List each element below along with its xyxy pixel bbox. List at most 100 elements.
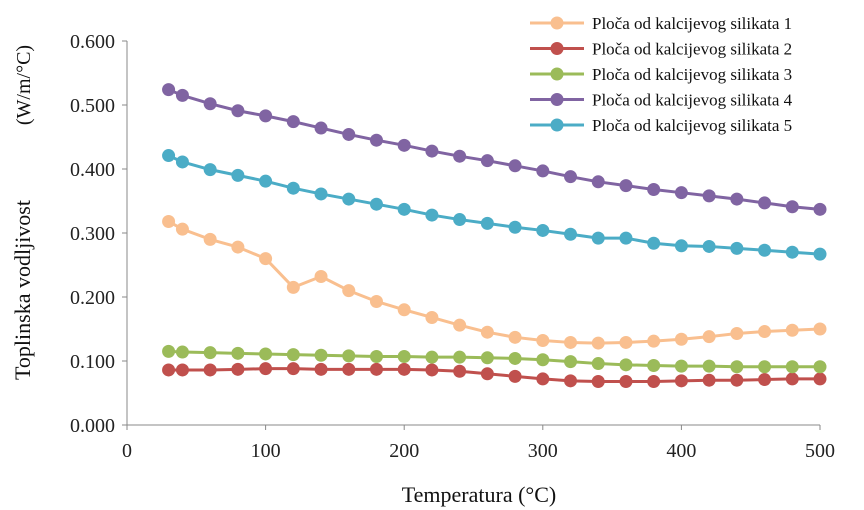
series-5 [162, 149, 827, 261]
y-tick-label: 0.000 [70, 415, 115, 437]
data-point [619, 231, 633, 245]
data-point [591, 336, 605, 350]
y-axis-title: Toplinska vodljivost [10, 200, 35, 380]
data-point [758, 373, 772, 387]
data-point [813, 360, 827, 374]
data-point [425, 310, 439, 324]
data-point [231, 240, 245, 254]
data-point [785, 372, 799, 386]
series-line [167, 154, 821, 256]
data-point [730, 373, 744, 387]
legend-swatch-marker [550, 67, 564, 81]
data-point [647, 182, 661, 196]
data-point [508, 330, 522, 344]
data-point [674, 332, 688, 346]
data-point [813, 372, 827, 386]
data-point [453, 213, 467, 227]
data-point [785, 245, 799, 259]
data-point [286, 181, 300, 195]
data-point [453, 364, 467, 378]
x-ticks: 0 100 200 300 400 500 [122, 425, 835, 462]
data-point [314, 270, 328, 284]
data-point [702, 373, 716, 387]
data-point [342, 284, 356, 298]
data-point [369, 197, 383, 211]
data-point [397, 350, 411, 364]
legend-item: Ploča od kalcijevog silikata 4 [530, 91, 793, 110]
data-point [259, 174, 273, 188]
data-point [813, 322, 827, 336]
y-tick-label: 0.100 [70, 351, 115, 373]
y-tick-label: 0.300 [70, 223, 115, 245]
legend-swatch-marker [550, 42, 564, 55]
data-point [647, 334, 661, 348]
data-point [397, 362, 411, 376]
data-point [286, 348, 300, 362]
data-point [536, 372, 550, 386]
data-point [175, 88, 189, 102]
data-point [591, 357, 605, 371]
series-line [167, 220, 821, 345]
data-point [702, 359, 716, 373]
data-point [231, 362, 245, 376]
y-tick-label: 0.400 [70, 159, 115, 181]
data-point [480, 154, 494, 168]
data-point [647, 236, 661, 250]
data-point [203, 346, 217, 360]
data-point [674, 239, 688, 253]
data-point [619, 179, 633, 193]
data-point [564, 374, 578, 388]
data-point [231, 346, 245, 360]
data-point [369, 133, 383, 147]
data-point [591, 374, 605, 388]
data-point [314, 187, 328, 201]
data-point [314, 362, 328, 376]
data-point [259, 109, 273, 123]
data-point [647, 358, 661, 372]
data-point [785, 200, 799, 214]
y-tick-label: 0.600 [70, 31, 115, 53]
data-point [203, 97, 217, 111]
data-point [674, 374, 688, 388]
x-tick-label: 100 [251, 440, 281, 462]
data-point [397, 303, 411, 317]
data-point [369, 350, 383, 364]
legend-label: Ploča od kalcijevog silikata 2 [592, 40, 792, 59]
legend-label: Ploča od kalcijevog silikata 4 [592, 91, 793, 110]
x-axis-title: Temperatura (°C) [402, 482, 556, 507]
data-point [286, 115, 300, 129]
data-point [453, 318, 467, 332]
x-tick-label: 200 [389, 440, 419, 462]
data-point [813, 247, 827, 261]
data-point [702, 239, 716, 253]
data-point [702, 189, 716, 203]
data-point [425, 144, 439, 158]
legend-label: Ploča od kalcijevog silikata 3 [592, 65, 792, 84]
data-point [508, 159, 522, 173]
data-point [175, 222, 189, 236]
legend-swatch-marker [550, 16, 564, 30]
data-point [564, 335, 578, 349]
legend-swatch-marker [550, 118, 564, 132]
y-tick-label: 0.200 [70, 287, 115, 309]
data-point [674, 359, 688, 373]
y-axis-unit: (W/m/°C) [13, 45, 35, 125]
data-point [785, 360, 799, 374]
data-point [564, 355, 578, 369]
data-point [536, 164, 550, 178]
data-point [231, 104, 245, 118]
legend: Ploča od kalcijevog silikata 1 Ploča od k… [530, 14, 793, 135]
series-3 [162, 344, 827, 374]
data-point [175, 155, 189, 169]
data-point [342, 349, 356, 363]
data-point [730, 192, 744, 206]
x-tick-label: 500 [805, 440, 835, 462]
data-point [342, 127, 356, 141]
data-point [619, 335, 633, 349]
series-2 [162, 362, 827, 388]
data-point [785, 323, 799, 337]
data-point [813, 202, 827, 216]
legend-item: Ploča od kalcijevog silikata 1 [530, 14, 792, 33]
series-1 [162, 214, 827, 350]
